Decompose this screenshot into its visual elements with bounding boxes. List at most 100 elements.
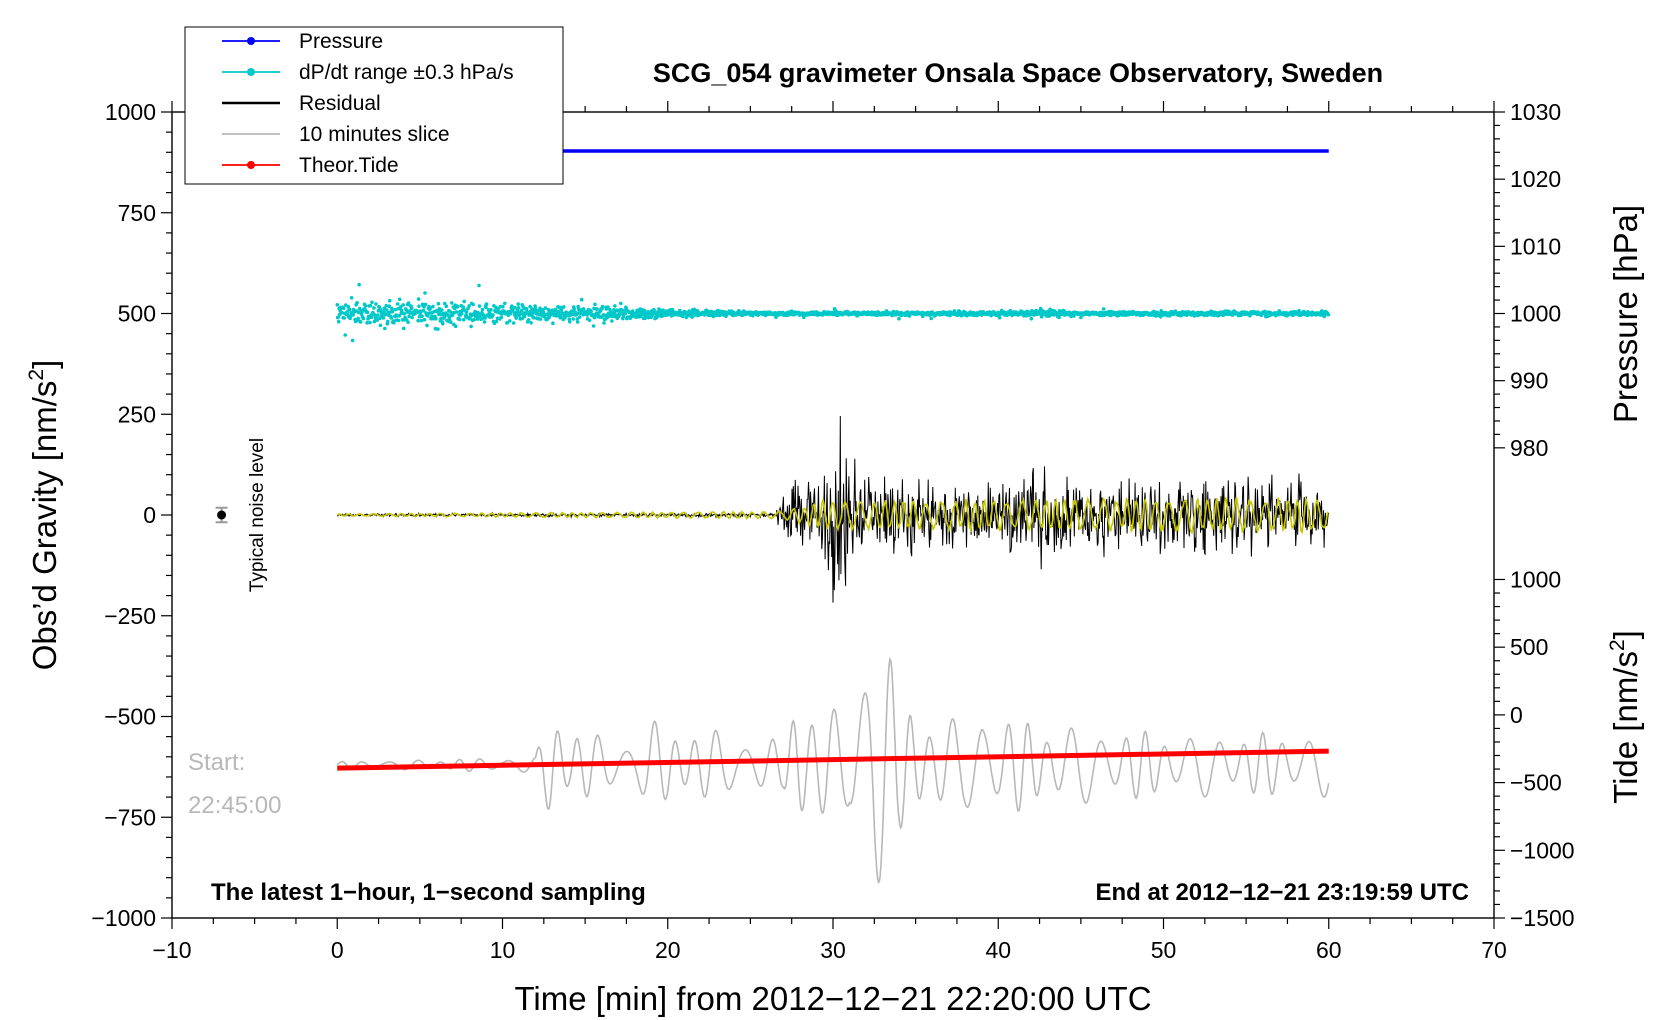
x-tick-label: 70 [1481,937,1507,963]
dpdt-point [579,297,584,302]
x-axis-label: Time [min] from 2012−12−21 22:20:00 UTC [514,980,1151,1017]
dpdt-point [482,320,487,324]
dpdt-point [342,316,347,320]
dpdt-point [600,304,605,309]
annotation-sampling: The latest 1−hour, 1−second sampling [211,879,646,906]
plot-series [335,149,1331,884]
dpdt-point [562,305,566,309]
x-tick-label: 50 [1151,937,1177,963]
dpdt-point [480,307,485,312]
dpdt-point [472,317,476,322]
dpdt-point [606,305,610,309]
dpdt-point [381,316,386,320]
dpdt-point [455,304,460,309]
dpdt-point [358,320,363,324]
dpdt-point [396,318,401,323]
y-tick-label: 0 [143,502,156,528]
y-axis-label-pressure: Pressure [hPa] [1607,205,1644,423]
x-tick-label: 30 [820,937,846,963]
dpdt-point [375,318,380,322]
dpdt-point [343,333,348,337]
legend-box [184,26,564,185]
dpdt-point [373,313,377,317]
series-10-minutes-slice [336,656,1330,884]
dpdt-point [489,307,493,312]
y-axis-label-tide: Tide [nm/s2] [1606,630,1644,804]
x-tick-label: 0 [331,937,344,963]
dpdt-point [443,301,447,306]
y-tick-label: −1000 [91,905,156,931]
legend-label: Theor.Tide [299,154,399,177]
dpdt-point [384,303,389,308]
dpdt-point [378,316,382,321]
dpdt-point [365,321,369,325]
dpdt-point [515,308,520,313]
dpdt-point [402,312,407,316]
dpdt-point [592,315,597,320]
dpdt-point [484,305,488,310]
dpdt-point [581,307,586,311]
dpdt-point [426,314,430,318]
dpdt-point [431,304,435,309]
dpdt-point [595,307,599,311]
chart-title: SCG_054 gravimeter Onsala Space Observat… [653,58,1383,88]
dpdt-point [421,308,426,313]
series-residual [336,415,1330,603]
dpdt-point [602,321,606,325]
dpdt-point [576,304,580,309]
legend-label: 10 minutes slice [299,123,450,146]
dpdt-point [356,316,360,321]
dpdt-point [623,311,628,316]
dpdt-point [383,326,387,331]
axis-ticks: −10 0 10 20 30 40 50 60 70−1000−750−500−25002505… [91,99,1574,963]
dpdt-point [406,301,411,305]
annotation-end-time: End at 2012−12−21 23:19:59 UTC [1095,879,1469,906]
dpdt-point [397,314,402,318]
dpdt-point [516,306,521,310]
dpdt-point [368,320,372,325]
dpdt-point [453,324,458,329]
dpdt-point [505,320,510,325]
dpdt-point [467,304,471,308]
dpdt-point [464,313,468,317]
dpdt-point [382,310,386,314]
dpdt-point [553,307,558,312]
dpdt-point [351,313,355,317]
x-tick-label: 60 [1316,937,1342,963]
dpdt-point [471,302,475,307]
dpdt-point [388,298,392,303]
dpdt-point [529,321,533,325]
dpdt-point [363,304,368,308]
dpdt-point [543,306,548,310]
y-tick-label: 750 [118,200,156,226]
dpdt-point [652,308,656,312]
dpdt-point [406,320,410,325]
dpdt-point [407,314,411,319]
dpdt-point [528,304,532,309]
dpdt-point [417,304,421,309]
dpdt-point [468,316,472,320]
dpdt-point [670,307,675,312]
dpdt-point [395,302,400,306]
pressure-tick-label: 1030 [1510,99,1561,125]
dpdt-point [610,319,614,323]
dpdt-point [377,305,382,310]
legend-label: dP/dt range ±0.3 hPa/s [299,61,514,84]
dpdt-point [390,306,394,311]
y-tick-label: −250 [104,603,156,629]
dpdt-point [477,283,481,288]
dpdt-point [1057,315,1061,320]
dpdt-point [398,305,403,309]
dpdt-point [531,316,536,320]
legend-label: Residual [299,92,381,115]
tide-tick-label: 0 [1510,702,1523,728]
dpdt-point [454,310,459,314]
pressure-tick-label: 1010 [1510,233,1561,259]
dpdt-point [572,307,576,311]
dpdt-point [416,297,421,301]
dpdt-point [441,321,445,326]
dpdt-point [559,314,563,319]
dpdt-point [635,308,639,313]
dpdt-point [464,309,469,314]
dpdt-point [533,306,538,311]
